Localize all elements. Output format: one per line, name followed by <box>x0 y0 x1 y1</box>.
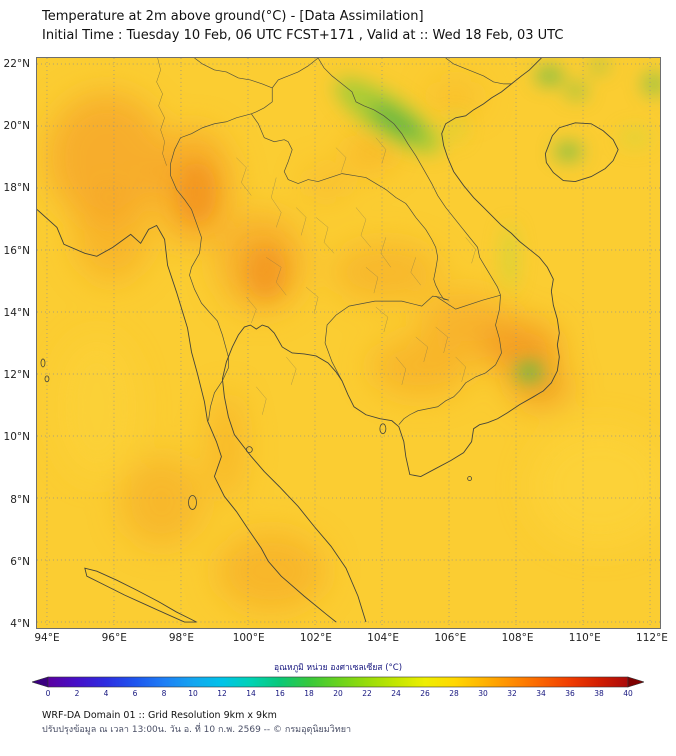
colorbar-tick-label: 16 <box>275 689 285 698</box>
lon-tick-label: 102°E <box>299 632 332 644</box>
colorbar-tick-label: 20 <box>333 689 343 698</box>
figure-footer: WRF-DA Domain 01 :: Grid Resolution 9km … <box>42 708 351 737</box>
colorbar-right-arrow <box>627 676 644 688</box>
lat-tick-label: 6°N <box>10 555 30 568</box>
lat-tick-label: 10°N <box>3 431 30 444</box>
colorbar-tick-label: 6 <box>132 689 138 698</box>
colorbar-tick-label: 24 <box>391 689 401 698</box>
phu-quoc-island <box>379 423 387 435</box>
lon-tick-label: 110°E <box>568 632 601 644</box>
lat-tick-label: 12°N <box>3 369 30 382</box>
longitude-axis: 94°E 96°E 98°E 100°E 102°E 104°E 106°E 108°E 110… <box>34 632 668 646</box>
thailand-myanmar-border <box>170 113 252 421</box>
lat-tick-label: 4°N <box>10 617 30 630</box>
country-borders <box>156 58 512 425</box>
colorbar-tick-label: 34 <box>536 689 546 698</box>
colorbar-tick-label: 30 <box>478 689 488 698</box>
lon-tick-label: 106°E <box>434 632 467 644</box>
lon-tick-label: 98°E <box>168 632 195 644</box>
samui-island <box>245 446 253 454</box>
cool-temperature-patches <box>334 58 660 383</box>
colorbar-tick-label: 40 <box>623 689 633 698</box>
hainan-island <box>544 122 619 183</box>
colorbar-tick-label: 22 <box>362 689 372 698</box>
sumatra-tip <box>84 567 197 623</box>
lon-tick-label: 108°E <box>501 632 534 644</box>
map-plot-area <box>36 57 661 629</box>
province-borders <box>236 137 476 415</box>
phuket-island <box>188 495 197 510</box>
colorbar-gradient-bar <box>47 676 629 688</box>
figure-subtitle: Initial Time : Tuesday 10 Feb, 06 UTC FC… <box>42 28 564 43</box>
colorbar-tick-label: 0 <box>45 689 51 698</box>
lat-tick-label: 14°N <box>3 306 30 319</box>
lat-tick-label: 16°N <box>3 244 30 257</box>
colorbar-tick-label: 14 <box>246 689 256 698</box>
lon-tick-label: 96°E <box>101 632 127 644</box>
hot-temperature-cores <box>176 162 287 299</box>
lon-tick-label: 94°E <box>34 632 60 644</box>
lon-tick-label: 104°E <box>367 632 400 644</box>
colorbar-label: อุณหภูมิ หน่วย องศาเซลเซียส (°C) <box>273 663 403 673</box>
myanmar-internal-line <box>156 58 167 166</box>
warm-temperature-patches <box>46 79 660 612</box>
lat-tick-label: 22°N <box>3 58 30 70</box>
colorbar-tick-label: 18 <box>304 689 314 698</box>
con-son-island <box>467 476 473 481</box>
colorbar-section: อุณหภูมิ หน่วย องศาเซลเซียส (°C) 0 2 4 6 8 10… <box>32 660 644 699</box>
colorbar-tick-label: 28 <box>449 689 459 698</box>
colorbar-tick-label: 2 <box>74 689 80 698</box>
figure-header: Temperature at 2m above ground(°C) - [Da… <box>42 7 563 45</box>
gulf-and-indochina-coast <box>221 58 560 623</box>
domain-info-text: WRF-DA Domain 01 :: Grid Resolution 9km … <box>42 710 277 721</box>
lat-tick-label: 20°N <box>3 120 30 133</box>
colorbar-tick-label: 32 <box>507 689 517 698</box>
thailand-cambodia-border <box>324 295 449 382</box>
colorbar-ticks: 0 2 4 6 8 10 12 14 16 18 20 22 24 26 28 30 32 34 36 38 40 <box>32 689 644 699</box>
latitude-axis: 22°N 20°N 18°N 16°N 14°N 12°N 10°N 8°N 6°N 4°N <box>0 58 33 630</box>
update-info-text: ปรับปรุงข้อมูล ณ เวลา 13:00น. วัน อ. ที่… <box>42 725 352 735</box>
colorbar-tick-label: 38 <box>594 689 604 698</box>
lat-tick-label: 8°N <box>10 493 30 506</box>
colorbar-tick-label: 36 <box>565 689 575 698</box>
coastline <box>37 58 619 623</box>
lon-tick-label: 100°E <box>232 632 265 644</box>
china-borders <box>194 58 512 115</box>
temperature-map-svg <box>37 58 660 628</box>
figure-title: Temperature at 2m above ground(°C) - [Da… <box>42 9 424 24</box>
colorbar-left-arrow <box>32 676 49 688</box>
thailand-laos-border <box>251 113 449 301</box>
colorbar-tick-label: 4 <box>103 689 109 698</box>
myanmar-peninsula-west-coast <box>37 209 337 623</box>
lon-tick-label: 112°E <box>636 632 668 644</box>
cambodia-laos-vietnam-borders <box>398 294 502 425</box>
lat-tick-label: 18°N <box>3 182 30 195</box>
small-islands <box>40 358 473 510</box>
colorbar <box>32 676 644 688</box>
andaman-islet-1 <box>40 358 46 368</box>
colorbar-tick-label: 8 <box>161 689 167 698</box>
andaman-islet-2 <box>44 375 50 383</box>
colorbar-tick-label: 26 <box>420 689 430 698</box>
colorbar-tick-label: 10 <box>188 689 198 698</box>
laos-vietnam-border <box>317 58 501 296</box>
colorbar-tick-label: 12 <box>217 689 227 698</box>
